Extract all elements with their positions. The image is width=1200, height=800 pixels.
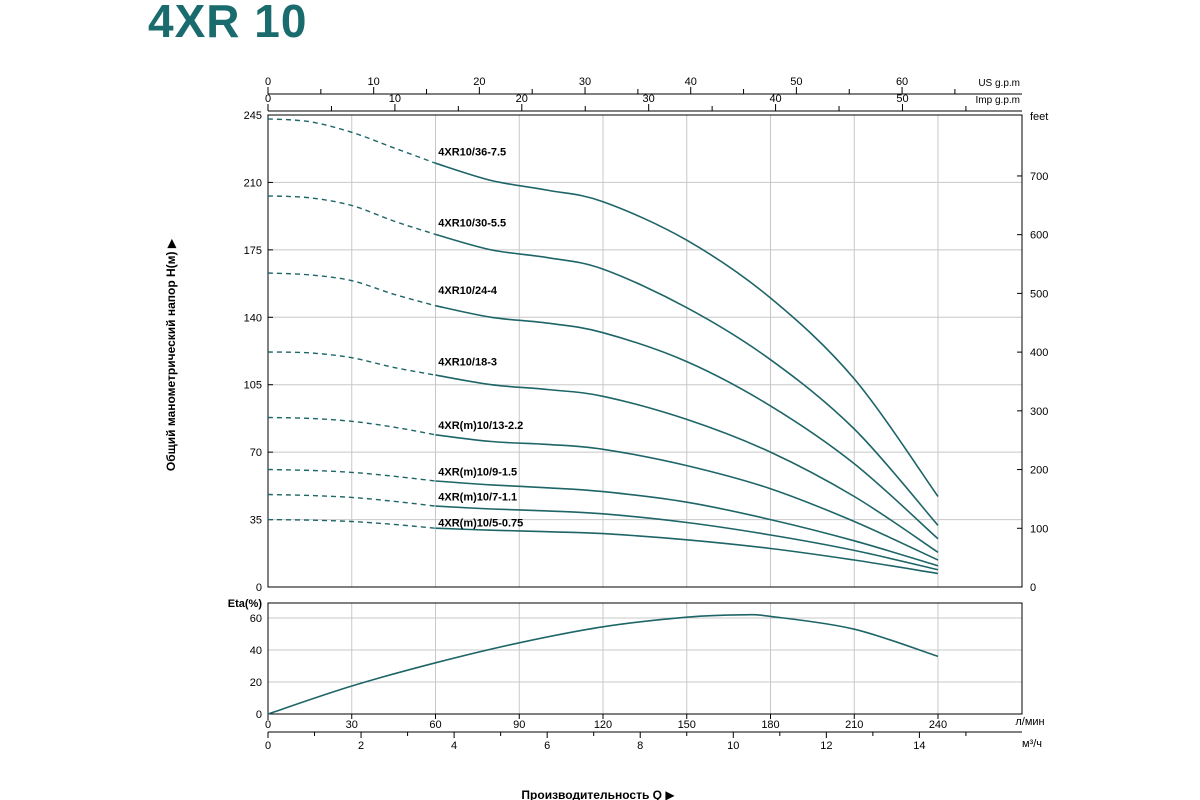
top-axis-tick-label: 10: [389, 93, 401, 105]
x-axis-title: Производительность Q ▶: [521, 788, 675, 800]
feet-axis-tick-label: 400: [1030, 347, 1048, 359]
head-curve-2: [435, 304, 939, 540]
head-axis-tick-label: 175: [244, 245, 262, 257]
top-axis-unit: US g.p.m: [978, 78, 1020, 89]
lmin-axis-tick-label: 120: [594, 719, 612, 731]
series-label: 4XR10/24-4: [438, 285, 498, 297]
m3h-axis-tick-label: 10: [727, 740, 739, 752]
head-curve-dashed-4: [267, 416, 436, 436]
head-curve-dashed-5: [267, 468, 436, 482]
head-curve-0: [435, 162, 939, 497]
top-axis-unit: Imp g.p.m: [976, 95, 1020, 106]
series-label: 4XR10/30-5.5: [438, 218, 506, 230]
head-curve-5: [435, 480, 939, 567]
top-axis-tick-label: 40: [685, 76, 697, 88]
top-axis-tick-label: 20: [473, 76, 485, 88]
text-labels: 0 10 20 30 40 50 60 US g.p.m0 10 20 30 40 50 Imp g.p.…: [164, 76, 1048, 800]
top-axis-tick-label: 50: [790, 76, 802, 88]
y-axis-title: Общий манометрический напор H(м) ▶: [164, 238, 178, 471]
head-axis-tick-label: 140: [244, 312, 262, 324]
head-curve-dashed-0: [267, 118, 436, 164]
head-plot-frame: [267, 114, 1023, 588]
head-curve-dashed-7: [267, 518, 436, 529]
head-curve-3: [435, 374, 939, 553]
series-label: 4XR(m)10/13-2.2: [438, 420, 523, 432]
eta-axis-tick-label: 40: [250, 645, 262, 657]
m3h-axis-tick-label: 14: [913, 740, 925, 752]
lmin-axis-unit: л/мин: [1015, 716, 1044, 728]
head-axis-tick-label: 210: [244, 177, 262, 189]
axes: [267, 87, 1022, 738]
gridlines: [268, 115, 1022, 714]
head-curves: [267, 118, 939, 575]
chart-title: 4XR 10: [148, 0, 308, 47]
m3h-axis-tick-label: 8: [637, 740, 643, 752]
top-axis-tick-label: 20: [516, 93, 528, 105]
eta-axis-tick-label: 20: [250, 677, 262, 689]
feet-axis-tick-label: 100: [1030, 523, 1048, 535]
lmin-axis-tick-label: 150: [678, 719, 696, 731]
eta-axis-tick-label: 0: [256, 709, 262, 721]
head-curve-1: [435, 233, 939, 526]
m3h-axis-tick-label: 12: [820, 740, 832, 752]
feet-axis-tick-label: 200: [1030, 465, 1048, 477]
plot-frames: [267, 114, 1023, 715]
lmin-axis-tick-label: 180: [761, 719, 779, 731]
series-label: 4XR(m)10/9-1.5: [438, 466, 517, 478]
top-axis-tick-label: 50: [896, 93, 908, 105]
head-curve-dashed-1: [267, 195, 436, 236]
series-label: 4XR10/18-3: [438, 356, 497, 368]
m3h-axis-tick-label: 2: [358, 740, 364, 752]
top-axis-tick-label: 10: [368, 76, 380, 88]
head-axis-tick-label: 70: [250, 447, 262, 459]
top-axis-tick-label: 0: [265, 93, 271, 105]
feet-axis-tick-label: 300: [1030, 406, 1048, 418]
head-curve-7: [435, 527, 939, 575]
feet-axis-tick-label: 700: [1030, 171, 1048, 183]
top-axis-tick-label: 30: [579, 76, 591, 88]
head-curve-dashed-2: [267, 272, 436, 307]
top-axis-tick-label: 0: [265, 76, 271, 88]
feet-axis-tick-label: 0: [1030, 582, 1036, 594]
eta-curve: [267, 613, 939, 715]
head-axis-tick-label: 35: [250, 515, 262, 527]
eta-plot-frame: [267, 602, 1023, 715]
lmin-axis-tick-label: 30: [346, 719, 358, 731]
top-axis-tick-label: 30: [643, 93, 655, 105]
series-label: 4XR10/36-7.5: [438, 146, 506, 158]
series-label: 4XR(m)10/5-0.75: [438, 517, 523, 529]
series-label: 4XR(m)10/7-1.1: [438, 491, 517, 503]
lmin-axis-tick-label: 90: [513, 719, 525, 731]
head-curve-dashed-6: [267, 493, 436, 507]
m3h-axis-tick-label: 4: [451, 740, 457, 752]
eta-axis-tick-label: 60: [250, 613, 262, 625]
feet-axis-unit: feet: [1030, 111, 1048, 123]
feet-axis-tick-label: 500: [1030, 288, 1048, 300]
head-axis-tick-label: 105: [244, 380, 262, 392]
m3h-axis-tick-label: 6: [544, 740, 550, 752]
top-axis-tick-label: 60: [896, 76, 908, 88]
m3h-axis-unit: м³/ч: [1022, 738, 1042, 750]
lmin-axis-tick-label: 210: [845, 719, 863, 731]
head-curve-6: [435, 505, 939, 571]
lmin-axis-tick-label: 0: [265, 719, 271, 731]
lmin-axis-tick-label: 240: [929, 719, 947, 731]
lmin-axis-tick-label: 60: [429, 719, 441, 731]
eta-axis-label: Eta(%): [228, 598, 263, 610]
top-axis-tick-label: 40: [769, 93, 781, 105]
head-axis-tick-label: 245: [244, 110, 262, 122]
m3h-axis-tick-label: 0: [265, 740, 271, 752]
head-axis-tick-label: 0: [256, 582, 262, 594]
feet-axis-tick-label: 600: [1030, 230, 1048, 242]
head-curve-4: [435, 434, 939, 561]
efficiency-curve: [267, 613, 939, 715]
head-curve-dashed-3: [267, 351, 436, 376]
